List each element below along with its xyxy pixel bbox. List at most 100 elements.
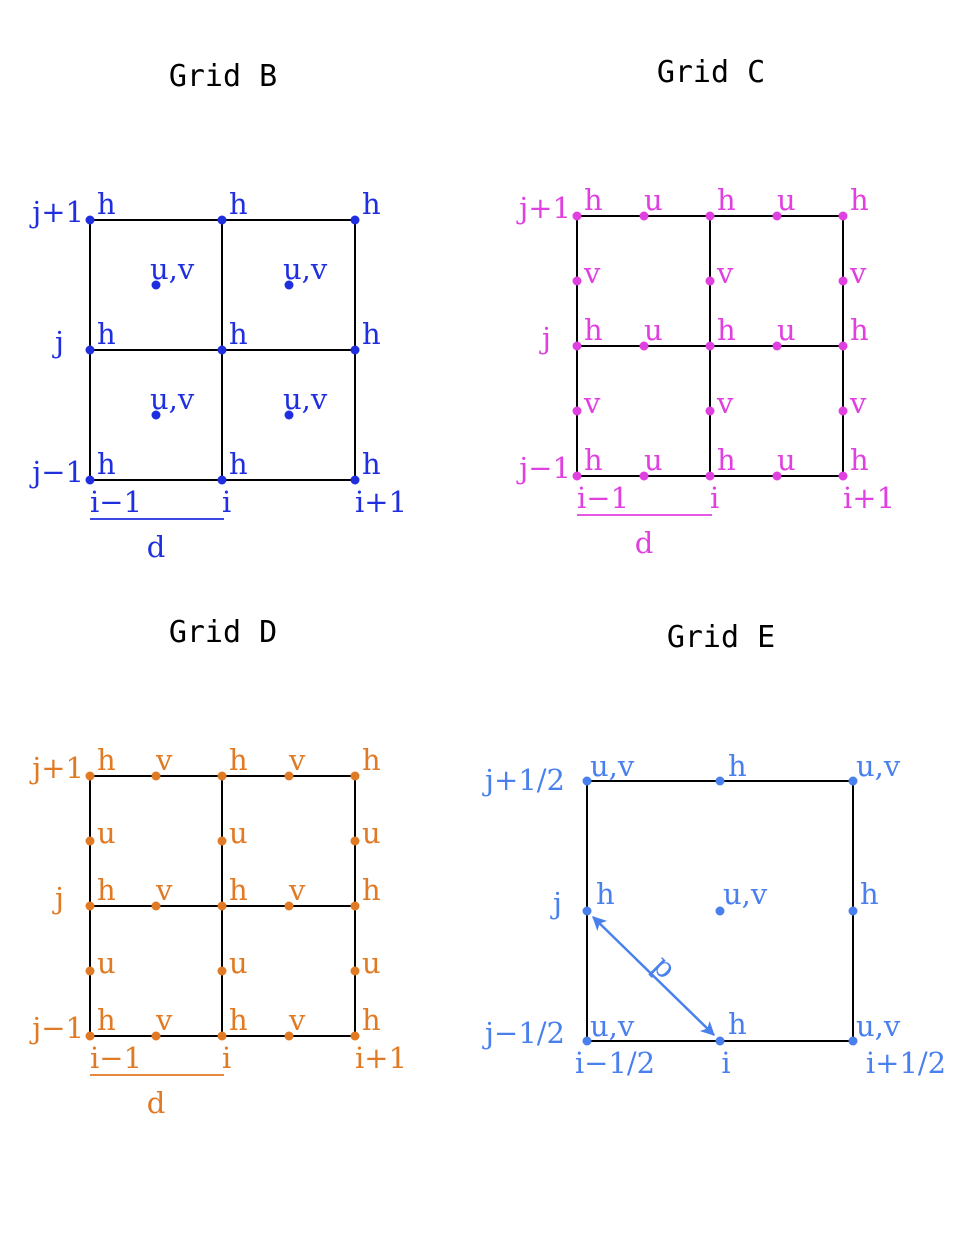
grid-b-h-label: h [229,447,248,481]
grid-c-title: Grid C [657,55,765,90]
grid-c-h-label: h [584,313,603,347]
grid-c-col-label-i: i [710,481,719,515]
grid-c-panel: Grid C h h h h h h h h h [516,55,895,560]
grid-e-h-label: h [728,1007,747,1041]
grid-e-uv-label: u,v [856,1009,901,1043]
grid-d-h-label: h [229,1003,248,1037]
grid-c-h-node [705,471,715,481]
grid-e-h-label: h [728,749,747,783]
grid-c-v-node [572,276,582,286]
grid-b-row-label-j: j [52,325,64,359]
grid-e-col-label-i: i [721,1046,730,1080]
grid-d-h-node [85,901,95,911]
grid-e-row-label-jplushalf: j+1/2 [482,763,565,797]
grid-c-h-label: h [584,183,603,217]
grid-d-h-node [217,1031,227,1041]
grid-e-h-node [582,906,592,916]
grid-d-row-label-jminus1: j−1 [29,1011,84,1045]
grid-c-col-label-iminus1: i−1 [577,481,629,515]
grid-c-u-node [639,471,649,481]
grid-c-u-node [639,211,649,221]
grid-d-u-label: u [362,816,381,850]
grid-c-u-label: u [644,443,663,477]
grid-c-marks: h h h h h h h h h u u u u u u [516,183,895,560]
grid-d-v-label: v [155,873,173,907]
grid-d-v-node [284,771,294,781]
grid-b-h-label: h [97,187,116,221]
grid-d-col-label-iplus1: i+1 [355,1041,407,1075]
grid-c-v-node [838,276,848,286]
grid-d-h-label: h [362,1003,381,1037]
grid-d-u-label: u [229,816,248,850]
grid-e-h-node [715,776,725,786]
grid-c-h-node [572,341,582,351]
grid-d-v-node [151,771,161,781]
grid-c-h-label: h [850,313,869,347]
grid-b-uv-label: u,v [283,382,328,416]
grid-b-uv-label: u,v [150,252,195,286]
grid-d-v-label: v [155,743,173,777]
grid-d-v-node [151,1031,161,1041]
grid-c-v-node [572,406,582,416]
grid-c-h-node [838,211,848,221]
grid-d-col-label-iminus1: i−1 [90,1041,142,1075]
grid-c-v-node [705,276,715,286]
grid-c-h-node [705,341,715,351]
grid-e-h-label: h [860,877,879,911]
grid-d-h-label: h [97,873,116,907]
grid-c-v-node [705,406,715,416]
grid-e-uv-label: u,v [856,749,901,783]
grid-d-col-label-i: i [222,1041,231,1075]
grid-b-h-node [217,215,227,225]
grid-d-v-label: v [288,1003,306,1037]
grid-d-h-node [85,1031,95,1041]
grid-e-h-label: h [596,877,615,911]
grid-c-u-label: u [644,313,663,347]
grid-c-v-label: v [583,256,601,290]
grid-c-h-label: h [717,183,736,217]
grid-b-title: Grid B [169,59,277,94]
grid-e-uv-node [848,776,858,786]
grid-e-uv-node [582,1036,592,1046]
grid-c-h-node [572,211,582,221]
grid-c-v-label: v [849,386,867,420]
grid-e-uv-node [582,776,592,786]
grid-d-v-node [151,901,161,911]
grid-c-h-label: h [717,313,736,347]
grid-c-u-label: u [777,443,796,477]
grid-b-uv-node [284,410,294,420]
grid-d-u-node [350,836,360,846]
grid-c-h-label: h [850,183,869,217]
grid-d-spacing-label: d [147,1086,166,1120]
grid-d-h-node [85,771,95,781]
grid-c-v-label: v [583,386,601,420]
grid-b-h-node [350,215,360,225]
grid-d-u-label: u [362,946,381,980]
grid-d-h-node [217,901,227,911]
grid-d-h-node [217,771,227,781]
grid-d-u-label: u [97,946,116,980]
grid-c-u-label: u [777,313,796,347]
grid-e-col-label-iminushalf: i−1/2 [575,1046,655,1080]
grid-e-h-node [848,906,858,916]
grid-e-row-label-j: j [550,886,562,920]
grid-b-h-label: h [97,447,116,481]
grid-d-u-node [217,966,227,976]
grid-d-row-label-j: j [52,881,64,915]
grid-e-panel: Grid E u,v u,v u,v u,v u,v h h h h [482,620,946,1080]
grid-b-h-label: h [97,317,116,351]
grid-b-row-label-jplus1: j+1 [29,195,84,229]
grid-d-v-label: v [288,743,306,777]
grid-b-h-label: h [362,447,381,481]
grid-e-uv-label: u,v [590,749,635,783]
grid-d-h-label: h [362,873,381,907]
grid-b-marks: h h h h h h h h h u,v u,v u,v u,v j+1 j … [29,187,407,564]
grid-d-v-label: v [288,873,306,907]
grid-d-u-node [85,836,95,846]
grid-c-v-node [838,406,848,416]
grid-c-row-label-jplus1: j+1 [516,191,571,225]
grid-e-col-label-iplushalf: i+1/2 [866,1046,946,1080]
grid-d-u-node [350,966,360,976]
grid-b-h-label: h [362,187,381,221]
